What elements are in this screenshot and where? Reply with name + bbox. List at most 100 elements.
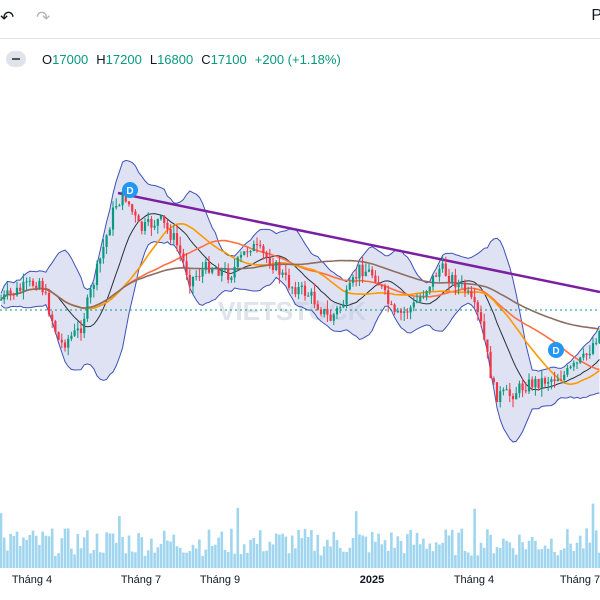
- candle: [28, 276, 31, 287]
- ma-medium-line: [0, 222, 600, 386]
- candle: [585, 352, 588, 361]
- redo-icon[interactable]: ↷: [36, 8, 51, 27]
- candle: [569, 365, 572, 370]
- candle: [291, 286, 294, 295]
- volume-bar: [447, 535, 451, 568]
- volume-bar: [86, 530, 89, 568]
- candle-body: [569, 366, 572, 369]
- candle: [575, 361, 579, 370]
- volume-bar: [73, 554, 76, 568]
- candle: [0, 294, 3, 302]
- candle: [447, 268, 451, 291]
- candle-body: [259, 245, 262, 247]
- candle: [550, 376, 553, 390]
- candle: [127, 201, 131, 207]
- candle: [252, 240, 255, 252]
- candle: [591, 337, 595, 356]
- volume-bar: [255, 543, 259, 568]
- candle: [351, 274, 355, 287]
- candle: [108, 227, 111, 236]
- volume-bar: [463, 551, 467, 568]
- candle: [121, 191, 124, 211]
- toolbar-right-label[interactable]: P: [591, 7, 600, 24]
- candle: [595, 338, 598, 346]
- volume-bar: [332, 531, 336, 568]
- candle-body: [172, 233, 175, 240]
- candle-body: [86, 297, 89, 319]
- candle: [374, 270, 377, 284]
- candle-body: [262, 246, 265, 253]
- candle: [6, 282, 9, 300]
- candle: [361, 256, 364, 283]
- candle-body: [281, 272, 284, 275]
- candle-body: [12, 293, 15, 296]
- volume-bar: [290, 535, 294, 568]
- volume-bar: [124, 553, 128, 568]
- candle: [99, 257, 102, 273]
- volume-bar: [102, 552, 105, 568]
- candle-body: [179, 245, 182, 254]
- volume-bar: [457, 532, 460, 568]
- volume-bar: [466, 552, 470, 568]
- volume-bar: [310, 529, 313, 568]
- x-tick-label: Tháng 9: [199, 574, 241, 586]
- marker-label: D: [126, 186, 133, 197]
- candle-body: [438, 268, 441, 277]
- candle: [214, 265, 217, 270]
- volume-bar: [425, 548, 428, 568]
- volume-bar: [495, 547, 499, 568]
- candle-body: [153, 225, 156, 228]
- candle: [428, 286, 431, 295]
- candle-body: [383, 286, 387, 291]
- candle-body: [38, 280, 41, 289]
- volume-bar: [233, 553, 236, 568]
- candle-body: [31, 280, 35, 286]
- candle-body: [387, 290, 390, 304]
- candle: [169, 224, 172, 244]
- candle-body: [553, 379, 556, 382]
- candle: [268, 248, 271, 269]
- candle-body: [67, 338, 70, 348]
- undo-icon[interactable]: ↶: [0, 8, 15, 27]
- volume-bar: [508, 542, 512, 568]
- candle-body: [534, 378, 537, 388]
- candle: [335, 305, 339, 320]
- volume-bar: [127, 535, 131, 568]
- candle: [396, 307, 399, 314]
- volume-bar: [25, 539, 28, 568]
- candle: [159, 214, 163, 221]
- candle: [44, 283, 47, 296]
- candle-body: [6, 290, 9, 295]
- candle-body: [550, 379, 553, 383]
- candle: [31, 278, 35, 288]
- candle: [230, 275, 233, 283]
- candle-body: [19, 287, 22, 291]
- volume-bar: [374, 541, 377, 568]
- volume-bar: [482, 547, 486, 568]
- volume-bar: [63, 528, 67, 568]
- volume-bar: [118, 516, 121, 568]
- candle: [51, 311, 54, 328]
- candle-body: [223, 268, 227, 270]
- candle: [281, 269, 284, 278]
- candle-body: [127, 201, 131, 205]
- candle: [67, 334, 70, 356]
- candle-body: [467, 290, 470, 292]
- volume-bar: [582, 548, 585, 568]
- candle-body: [486, 339, 489, 352]
- candle-body: [268, 257, 271, 266]
- volume-bar: [470, 555, 473, 568]
- candle: [383, 283, 387, 295]
- volume-bar: [137, 533, 140, 568]
- collapse-legend-button[interactable]: [6, 51, 26, 67]
- candle: [572, 360, 575, 372]
- candle: [134, 208, 137, 223]
- candle-body: [339, 307, 342, 309]
- volume-bar: [492, 553, 496, 568]
- volume-bar: [166, 540, 169, 568]
- candle-body: [345, 289, 348, 305]
- candle: [563, 370, 566, 384]
- candle-body: [380, 285, 383, 287]
- candle-body: [521, 383, 524, 391]
